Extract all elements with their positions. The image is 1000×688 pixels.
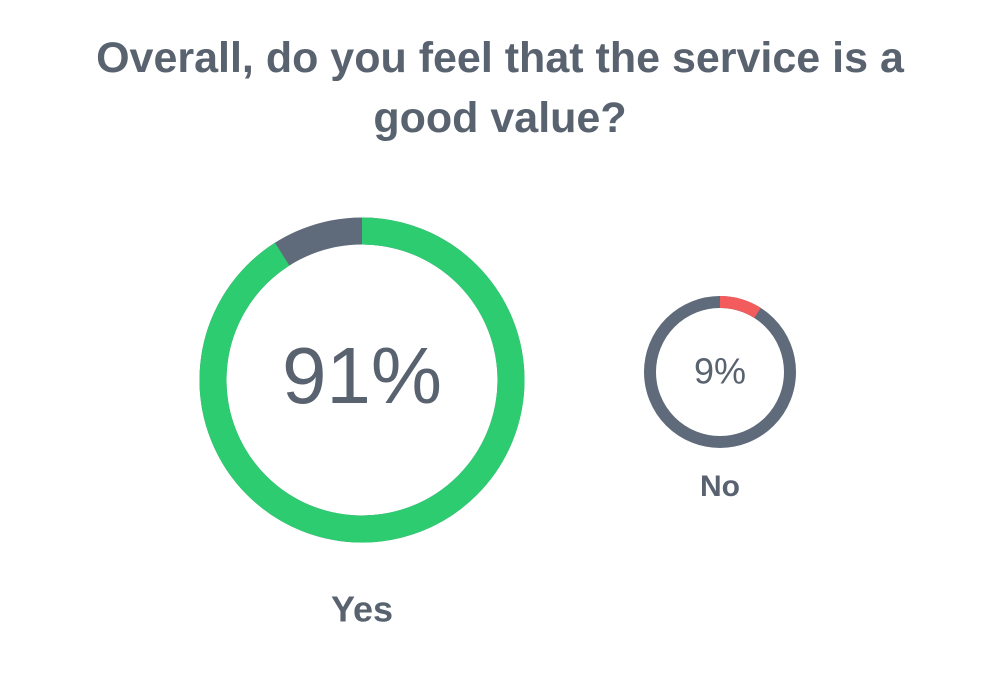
- value-label: 9%: [694, 351, 746, 392]
- donut-arc: [199, 217, 525, 543]
- category-label: No: [700, 470, 740, 503]
- chart-title: Overall, do you feel that the service is…: [96, 34, 904, 142]
- category-label: Yes: [331, 589, 393, 630]
- value-label: 91%: [282, 331, 442, 420]
- donut-arc: [719, 296, 761, 319]
